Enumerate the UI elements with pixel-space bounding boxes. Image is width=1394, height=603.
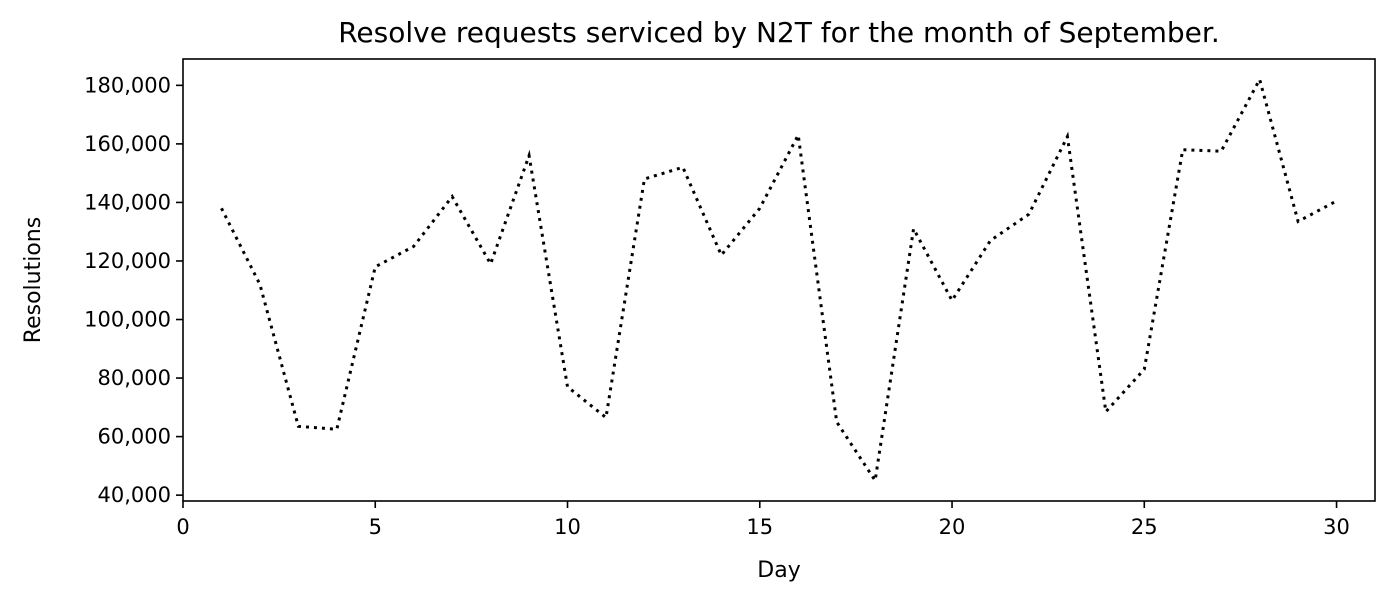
x-tick-label: 5: [369, 515, 382, 539]
plot-frame: [182, 58, 1376, 502]
y-tick-label: 120,000: [84, 249, 171, 273]
y-tick-label: 40,000: [98, 483, 171, 507]
y-tick-label: 100,000: [84, 308, 171, 332]
y-tick-label: 60,000: [98, 425, 171, 449]
x-tick-label: 15: [746, 515, 773, 539]
series-layer: [220, 75, 1338, 485]
y-tick-label: 140,000: [84, 190, 171, 214]
series-line: [220, 75, 1338, 485]
y-tick-label: 80,000: [98, 366, 171, 390]
y-tick-label: 180,000: [84, 73, 171, 97]
x-tick-label: 25: [1131, 515, 1158, 539]
chart-title: Resolve requests serviced by N2T for the…: [338, 16, 1220, 49]
x-axis-label: Day: [757, 558, 800, 583]
y-axis-label: Resolutions: [21, 217, 46, 343]
x-tick-label: 20: [939, 515, 966, 539]
x-tick-label: 10: [554, 515, 581, 539]
x-axis: 0 5 10 15 20 25 30: [176, 501, 1350, 539]
x-tick-label: 30: [1323, 515, 1350, 539]
y-axis: 40,000 60,000 80,000 100,000 120,000 140,000 1…: [84, 73, 183, 507]
y-tick-label: 160,000: [84, 132, 171, 156]
x-tick-label: 0: [176, 515, 189, 539]
